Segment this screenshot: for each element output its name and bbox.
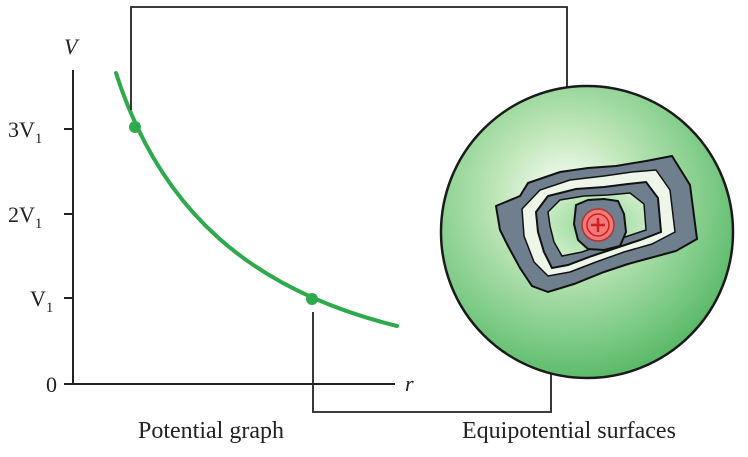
y-tick-label-3v1: 3V1 (8, 117, 42, 147)
curve-point-3v1 (129, 121, 141, 133)
caption-potential-graph: Potential graph (138, 418, 284, 445)
caption-equipotential-surfaces: Equipotential surfaces (462, 418, 676, 445)
y-tick-label-2v1: 2V1 (8, 202, 42, 232)
y-tick-label-v1: V1 (30, 286, 53, 316)
potential-curve (116, 73, 397, 326)
y-axis-label: V (64, 34, 80, 59)
x-axis-label: r (405, 371, 414, 396)
y-tick-label-zero: 0 (46, 372, 57, 397)
curve-point-v1 (306, 293, 318, 305)
